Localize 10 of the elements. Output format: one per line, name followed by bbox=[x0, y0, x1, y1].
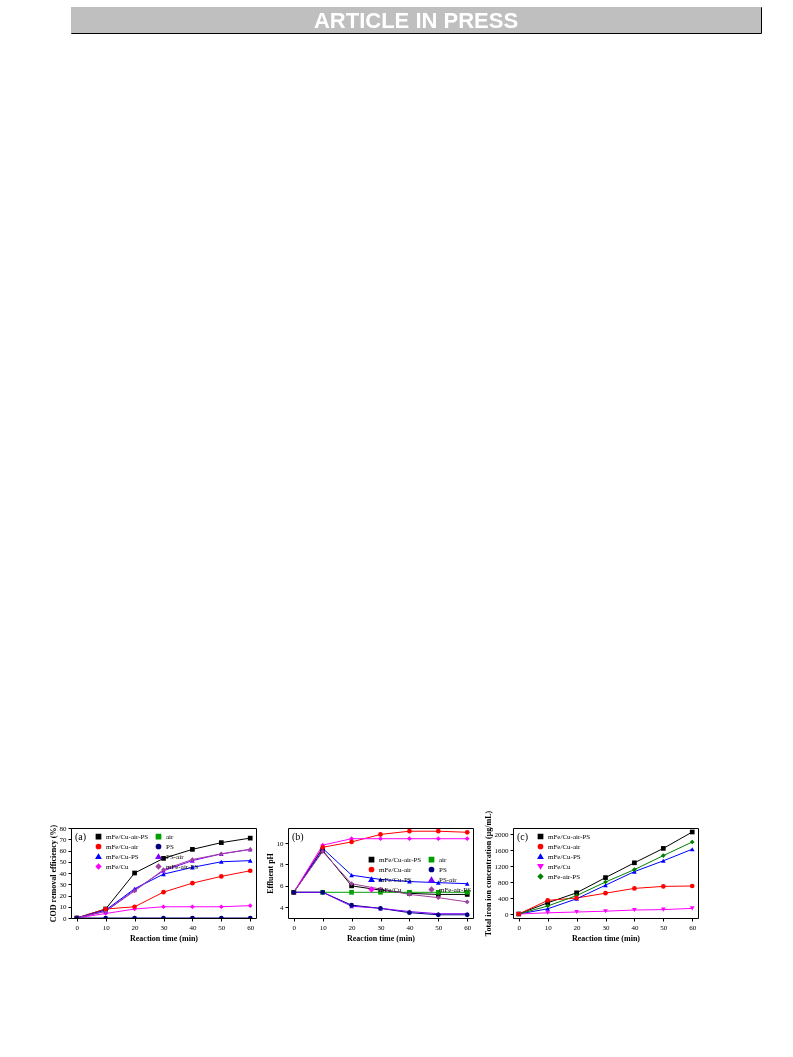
x-axis-title: Reaction time (min) bbox=[347, 933, 416, 943]
annotation: (c) bbox=[517, 831, 529, 843]
y-axis-title: Total iron ion concentration (μg/mL) bbox=[483, 810, 493, 937]
y-axis-title: COD removal efficiency (%) bbox=[48, 824, 58, 923]
y-axis-title: Effluent pH bbox=[265, 852, 275, 894]
x-axis-title: Reaction time (min) bbox=[572, 933, 641, 943]
x-axis-title: Reaction time (min) bbox=[130, 933, 199, 943]
annotation: (b) bbox=[292, 831, 304, 843]
annotation: (a) bbox=[75, 831, 87, 843]
text: ARTICLE IN PRESS bbox=[313, 8, 519, 33]
